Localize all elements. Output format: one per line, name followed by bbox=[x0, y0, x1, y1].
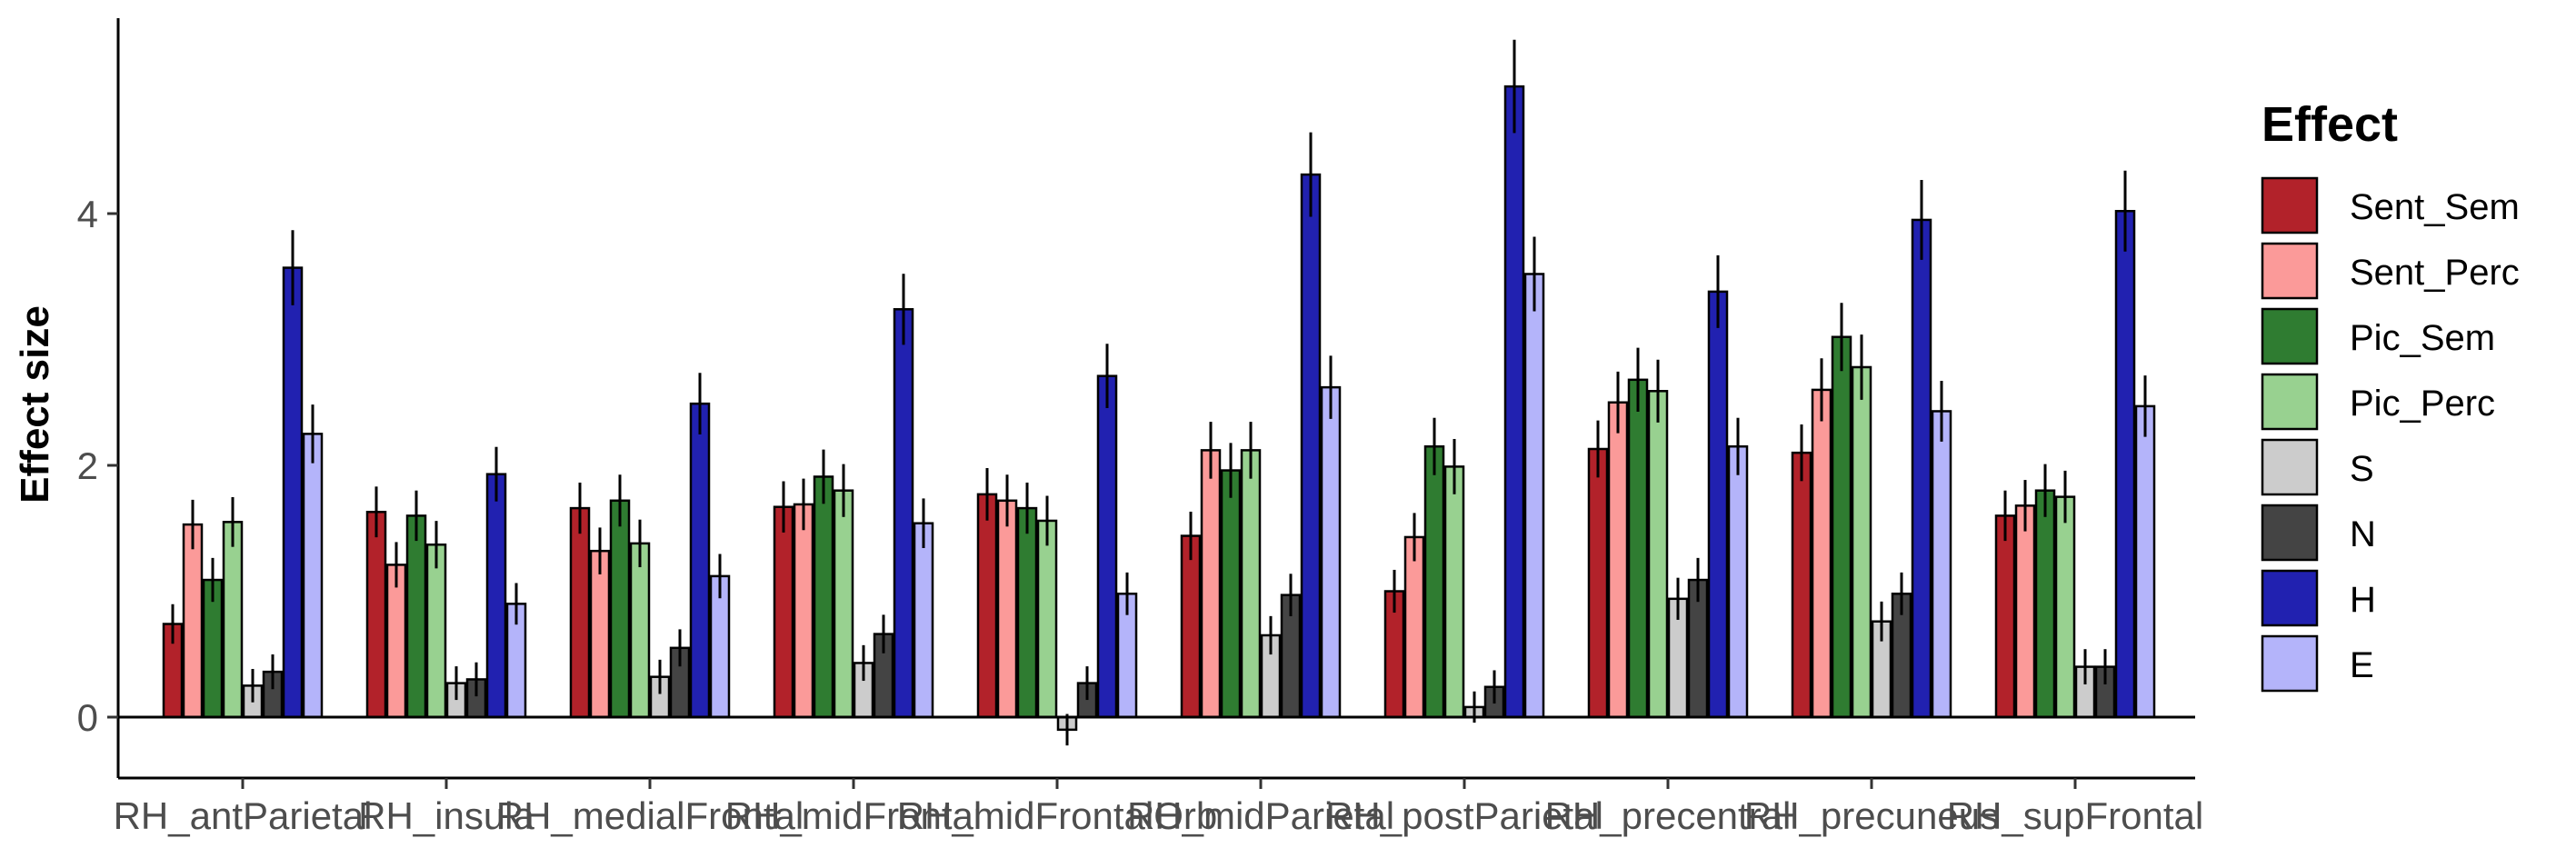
legend-key-sent-sem bbox=[2261, 176, 2319, 234]
x-tick-label: RH_precentral bbox=[1545, 794, 1792, 837]
x-tick-label: RH_insula bbox=[358, 794, 534, 837]
bar-pic-perc bbox=[1851, 365, 1872, 719]
bar-sent-perc bbox=[182, 523, 204, 719]
bar-sent-sem bbox=[1791, 451, 1812, 719]
legend: Effect Sent_Sem Sent_Perc Pic_Sem Pic_Perc S… bbox=[2261, 97, 2520, 693]
bar-h bbox=[1911, 218, 1932, 719]
bar-h bbox=[2114, 209, 2136, 719]
bar-e bbox=[1727, 444, 1749, 719]
bar-sent-sem bbox=[1587, 447, 1609, 719]
bar-pic-sem bbox=[1627, 378, 1649, 719]
x-tick-label: RH_midFrontal bbox=[725, 794, 982, 837]
legend-key-n bbox=[2261, 504, 2319, 562]
legend-key-pic-sem bbox=[2261, 307, 2319, 365]
bar-e bbox=[1931, 410, 1952, 719]
legend-label: H bbox=[2350, 580, 2376, 620]
legend-key-pic-perc bbox=[2261, 373, 2319, 431]
legend-key-sent-perc bbox=[2261, 242, 2319, 300]
bar-h bbox=[485, 473, 507, 719]
bar-h bbox=[282, 266, 304, 719]
legend-key-s bbox=[2261, 438, 2319, 496]
y-tick-label: 4 bbox=[77, 193, 98, 235]
legend-label: Pic_Perc bbox=[2350, 384, 2495, 424]
bar-pic-perc bbox=[833, 489, 854, 719]
legend-label: Sent_Perc bbox=[2350, 253, 2520, 293]
y-axis-title: Effect size bbox=[13, 305, 57, 504]
bar-sent-sem bbox=[773, 505, 794, 719]
x-tick-label: RH_midParietal bbox=[1127, 794, 1394, 837]
bar-pic-perc bbox=[629, 542, 651, 719]
bar-sent-perc bbox=[793, 503, 814, 719]
bar-sent-perc bbox=[1607, 401, 1629, 719]
bar-pic-perc bbox=[1443, 465, 1465, 719]
bar-sent-perc bbox=[385, 564, 407, 719]
legend-label: Pic_Sem bbox=[2350, 318, 2495, 358]
y-tick-label: 2 bbox=[77, 444, 98, 487]
bar-pic-sem bbox=[1220, 469, 1242, 719]
bar-pic-sem bbox=[405, 514, 427, 719]
bar-pic-perc bbox=[222, 521, 244, 719]
legend-label: S bbox=[2350, 449, 2374, 489]
x-tick-label: RH_medialFrontal bbox=[496, 794, 804, 837]
legend-title: Effect bbox=[2261, 97, 2398, 152]
bar-pic-sem bbox=[609, 499, 631, 719]
legend-key-e bbox=[2261, 634, 2319, 693]
x-tick-label: RH_antParietal bbox=[114, 794, 373, 837]
bar-pic-sem bbox=[1423, 444, 1445, 719]
bar-sent-perc bbox=[2014, 504, 2036, 719]
bar-e bbox=[302, 433, 324, 719]
bar-pic-perc bbox=[1240, 449, 1262, 719]
bar-sent-sem bbox=[569, 506, 591, 719]
bar-pic-sem bbox=[813, 475, 834, 719]
bar-h bbox=[1707, 290, 1729, 719]
bars-layer bbox=[162, 39, 2156, 746]
x-tick-label: RH_precuneus bbox=[1744, 794, 1999, 837]
bar-pic-sem bbox=[2034, 489, 2056, 719]
bar-sent-sem bbox=[365, 510, 387, 719]
x-tick-label: RH_postParietal bbox=[1325, 794, 1603, 837]
axes-layer bbox=[116, 18, 2195, 780]
bar-pic-perc bbox=[425, 544, 447, 719]
bar-pic-perc bbox=[2054, 495, 2076, 719]
legend-label: N bbox=[2350, 514, 2376, 554]
bar-sent-perc bbox=[1811, 388, 1832, 719]
y-tick-label: 0 bbox=[77, 696, 98, 739]
ticks-layer: 0 2 4 RH_antParietalRH_insulaRH_medialFront… bbox=[77, 193, 2204, 837]
bar-sent-sem bbox=[976, 493, 998, 719]
bar-sent-perc bbox=[589, 549, 611, 719]
bar-sent-perc bbox=[1403, 535, 1425, 719]
bar-sent-sem bbox=[1994, 514, 2016, 719]
bar-sent-sem bbox=[1180, 534, 1202, 719]
bar-e bbox=[913, 522, 934, 719]
bar-h bbox=[1300, 173, 1322, 719]
legend-key-h bbox=[2261, 569, 2319, 627]
legend-label: E bbox=[2350, 645, 2374, 685]
bar-e bbox=[1523, 273, 1545, 719]
bar-pic-sem bbox=[1016, 506, 1038, 719]
bar-sent-perc bbox=[1200, 449, 1222, 719]
bar-sent-perc bbox=[996, 499, 1018, 719]
x-tick-label: RH_supFrontal bbox=[1947, 794, 2203, 837]
bar-h bbox=[893, 308, 914, 719]
bar-pic-sem bbox=[1831, 335, 1852, 719]
bar-h bbox=[1096, 374, 1118, 719]
legend-label: Sent_Sem bbox=[2350, 187, 2520, 227]
bar-pic-perc bbox=[1647, 390, 1669, 719]
bar-h bbox=[689, 402, 711, 719]
bar-h bbox=[1503, 85, 1525, 719]
x-tick-label: RH_midFrontalOrb bbox=[897, 794, 1217, 837]
bar-e bbox=[1320, 385, 1342, 719]
bar-pic-perc bbox=[1036, 519, 1058, 719]
bar-e bbox=[2134, 404, 2156, 719]
